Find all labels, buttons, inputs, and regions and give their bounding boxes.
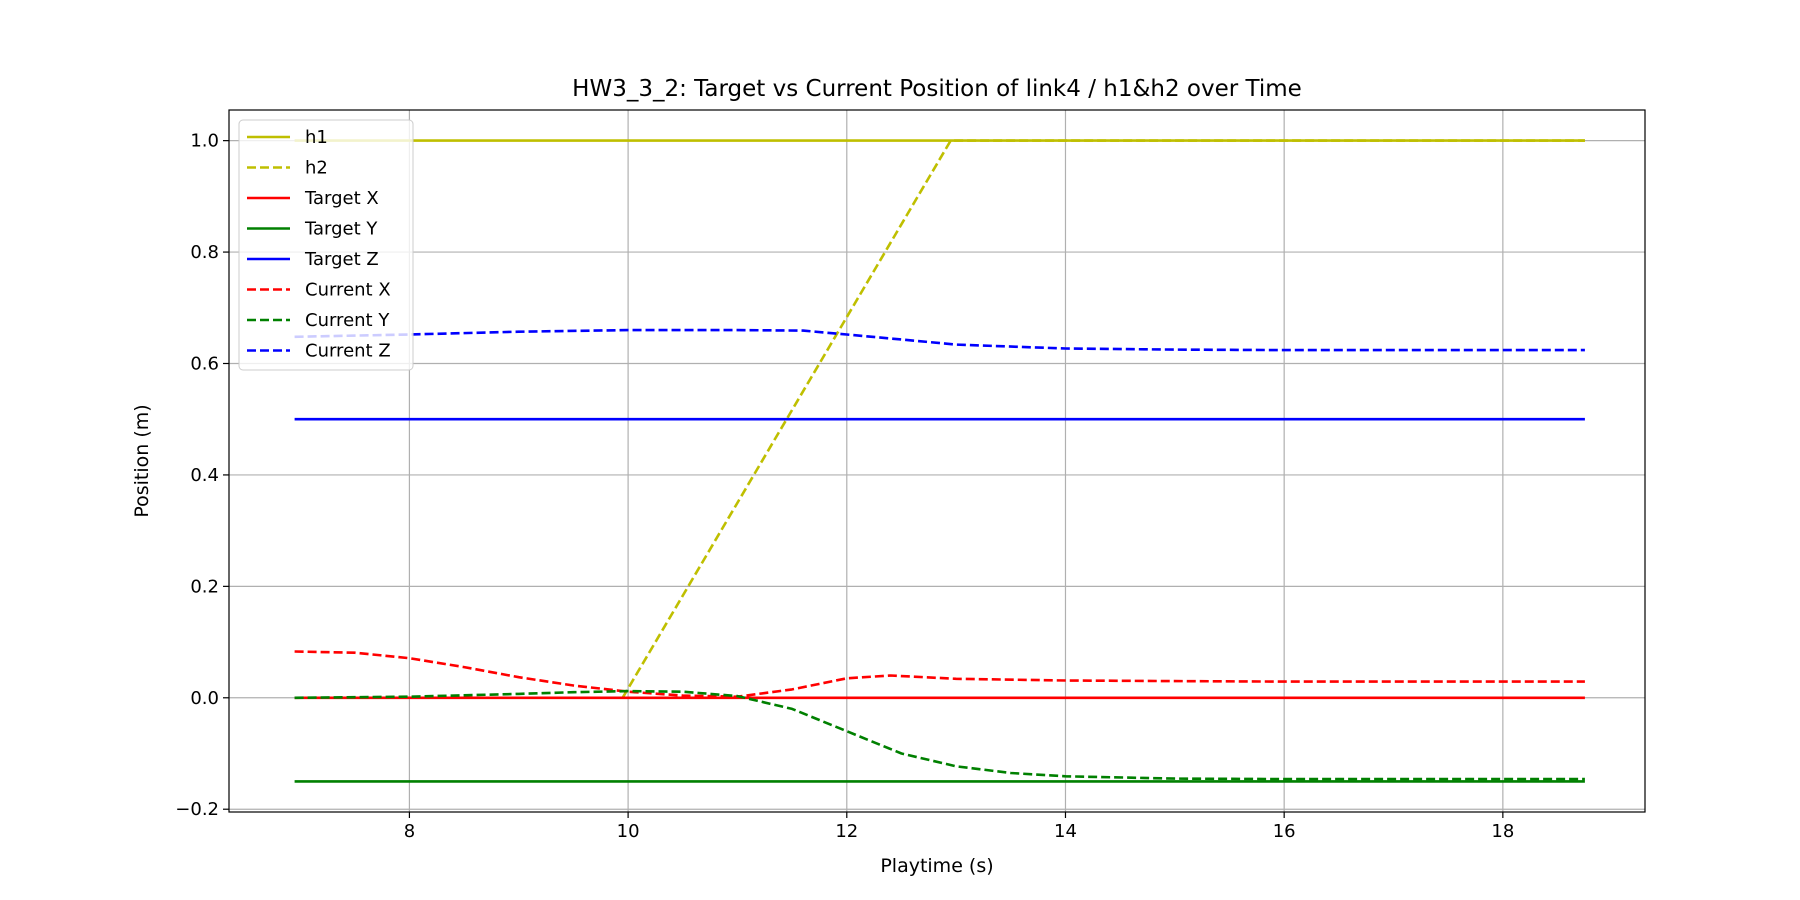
plot-area-background <box>229 110 1645 812</box>
legend-box <box>238 119 414 371</box>
y-tick-label: 0.4 <box>190 465 219 486</box>
y-tick-label: −0.2 <box>175 799 219 820</box>
x-axis-label: Playtime (s) <box>880 855 993 877</box>
x-tick-label: 8 <box>404 821 415 842</box>
y-tick-label: 0.0 <box>190 688 219 709</box>
legend-label-current-y: Current Y <box>305 310 390 331</box>
legend-label-h1: h1 <box>305 127 328 148</box>
legend-label-current-x: Current X <box>305 280 391 301</box>
series-line-h2 <box>621 139 1585 699</box>
legend-label-target-z: Target Z <box>304 249 379 270</box>
y-tick-label: 0.2 <box>190 576 219 597</box>
series-line-current-z <box>294 328 1585 352</box>
legend-label-target-x: Target X <box>304 188 379 209</box>
x-tick-label: 10 <box>617 821 640 842</box>
series-line-current-x <box>294 650 1585 699</box>
axis-ticks: 8 10 12 14 16 18 −0.2 0.0 0.2 0.4 0.6 0.8 1.0 <box>175 131 1514 842</box>
x-tick-label: 18 <box>1491 821 1514 842</box>
legend-label-current-z: Current Z <box>305 341 391 362</box>
y-tick-label: 1.0 <box>190 131 219 152</box>
legend-label-h2: h2 <box>305 158 328 179</box>
y-tick-label: 0.6 <box>190 354 219 375</box>
plot-frame <box>228 109 1646 813</box>
legend: h1 h2 Target X Target Y Target Z Current X Cur… <box>238 119 414 371</box>
y-tick-label: 0.8 <box>190 242 219 263</box>
series-layer <box>294 139 1585 783</box>
x-tick-label: 12 <box>835 821 858 842</box>
legend-label-target-y: Target Y <box>304 219 378 240</box>
x-tick-label: 16 <box>1273 821 1296 842</box>
x-tick-label: 14 <box>1054 821 1077 842</box>
chart-title: HW3_3_2: Target vs Current Position of l… <box>572 76 1302 102</box>
y-axis-label: Position (m) <box>131 404 153 517</box>
series-line-current-y <box>294 689 1585 781</box>
